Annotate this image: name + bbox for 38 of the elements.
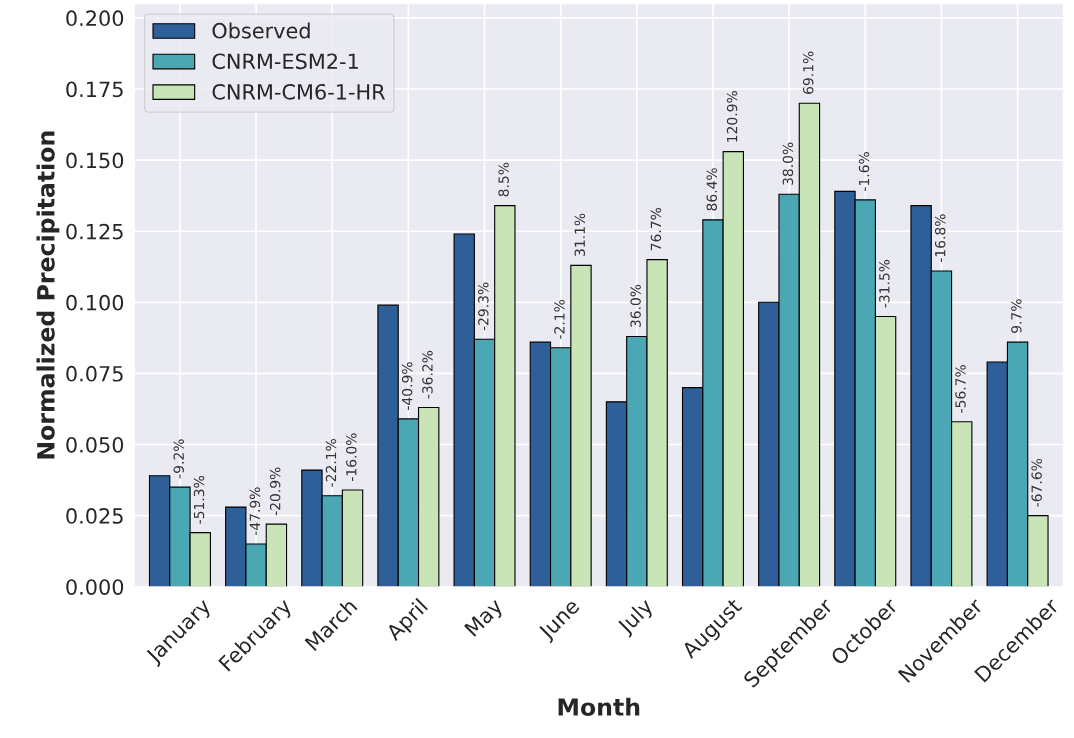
annotation: -9.2% [173,439,184,479]
legend-label: Observed [212,22,310,39]
annotation: -51.3% [193,475,205,524]
annotation: 31.1% [574,213,586,256]
annotation: -67.6% [1031,458,1042,507]
annotation: -20.9% [269,467,281,516]
y-tick-label: 0.050 [66,436,124,453]
annotation: -16.0% [346,433,357,481]
y-tick-label: 0.025 [66,508,123,524]
y-tick-label: 0.175 [66,81,123,98]
annotation: -47.9% [249,487,261,536]
annotation: 8.5% [498,162,509,197]
y-tick-label: 0.100 [66,294,124,311]
annotation: -22.1% [325,439,337,487]
annotation: 120.9% [726,91,738,142]
legend-label: CNRM-ESM2-1 [212,53,358,70]
annotation: 36.0% [630,284,641,328]
y-tick-label: 0.075 [66,365,123,382]
annotation: 9.7% [1011,299,1022,333]
y-tick-label: 0.200 [66,10,124,27]
x-axis-title: Month [558,697,640,716]
annotation: -31.5% [879,259,890,308]
annotation: -36.2% [422,350,433,399]
annotation: -2.1% [554,299,565,339]
annotation: -29.3% [478,282,489,331]
annotation: 38.0% [782,142,794,185]
y-tick-label: 0.150 [66,152,124,169]
y-tick-label: 0.000 [66,579,124,595]
annotation: 69.1% [802,51,814,94]
y-axis-title: Normalized Precipitation [36,131,60,459]
y-tick-label: 0.125 [66,223,123,240]
annotation: -16.8% [934,214,946,263]
annotation: -1.6% [858,152,870,191]
annotation: -56.7% [955,365,966,413]
annotation: -40.9% [401,362,413,410]
legend-label: CNRM-CM6-1-HR [212,83,386,100]
annotation: 86.4% [706,168,718,211]
annotation: 76.7% [650,207,662,251]
